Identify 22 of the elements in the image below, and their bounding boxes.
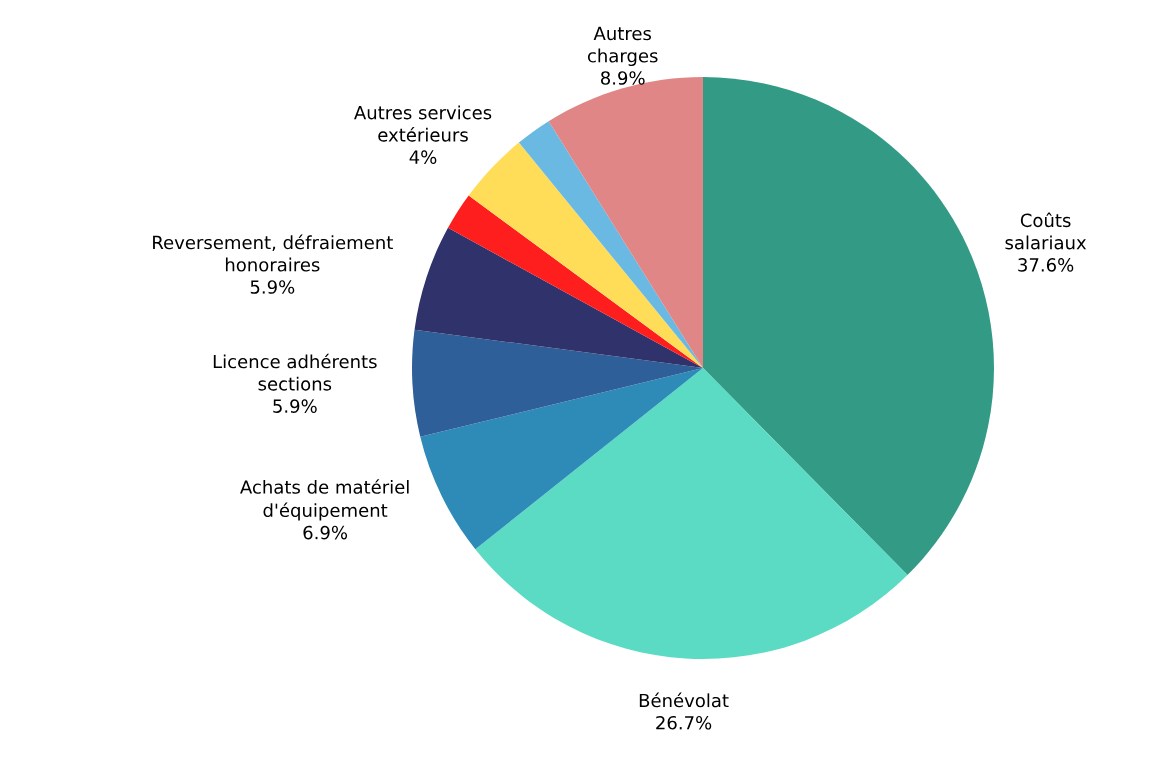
slice-label: Licence adhérents sections: [213, 353, 377, 391]
pie-slice: [475, 368, 908, 659]
pie-slice: [518, 121, 703, 368]
data-label: 5.9%: [273, 399, 317, 413]
data-label: 8.9%: [600, 71, 645, 85]
pie-slice: [468, 142, 703, 368]
data-label: 4%: [409, 150, 437, 164]
slice-label: Bénévolat: [639, 692, 729, 708]
slice-label: Autres charges: [587, 26, 658, 67]
pie-slice: [447, 195, 703, 368]
slice-label: Reversement, défraiement honoraires: [153, 234, 393, 272]
slice-label: Achats de matériel d'équipement: [240, 479, 409, 521]
data-label: 5.9%: [250, 280, 295, 294]
pie-slice: [414, 227, 703, 368]
slice-label: Autres services extérieurs: [354, 105, 492, 142]
pie-slice: [412, 329, 703, 437]
data-label: 6.9%: [303, 525, 348, 540]
pie-slice: [420, 368, 703, 550]
slice-label: Coûts salariaux: [1005, 212, 1087, 250]
pie-slice: [703, 77, 994, 576]
data-label: 26.7%: [656, 715, 712, 730]
data-label: 37.6%: [1018, 258, 1074, 272]
